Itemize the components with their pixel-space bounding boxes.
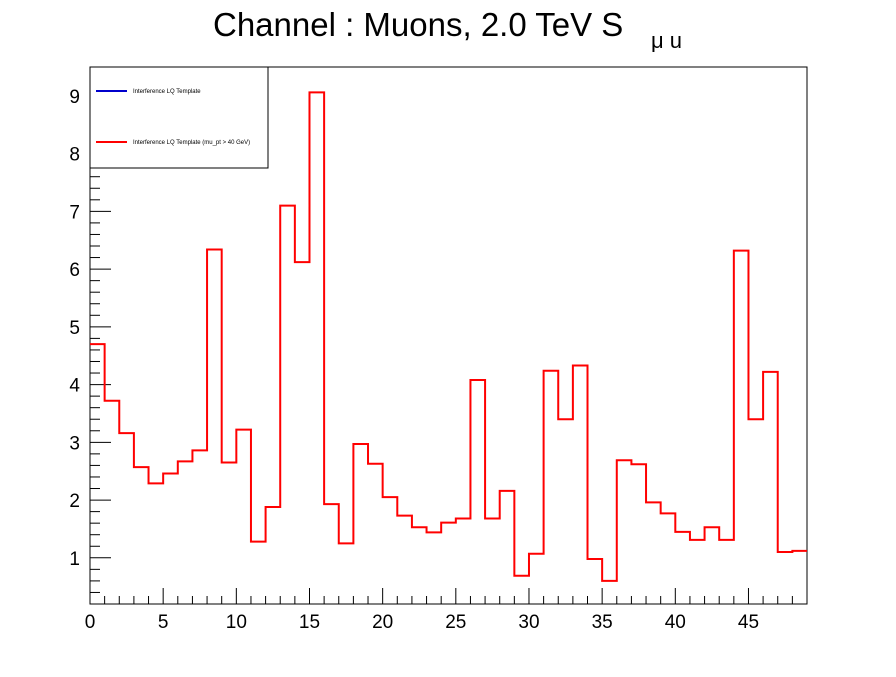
x-tick-label: 45 (738, 612, 759, 633)
legend: Interference LQ Template Interference LQ… (89, 66, 269, 169)
x-tick-label: 40 (665, 612, 686, 633)
series-layer (90, 91, 807, 582)
x-tick-label: 5 (158, 612, 169, 633)
chart-title-main: Channel : Muons, 2.0 TeV S (213, 6, 623, 43)
x-tick-label: 25 (445, 612, 466, 633)
legend-box (89, 66, 269, 169)
legend-label-0: Interference LQ Template (133, 89, 201, 95)
chart-title-subscript: μ u (651, 28, 682, 53)
y-tick-label: 1 (69, 549, 80, 570)
x-tick-label: 35 (592, 612, 613, 633)
y-tick-label: 6 (69, 260, 80, 281)
x-tick-labels: 0 5 10 15 20 25 30 35 40 45 (85, 612, 759, 633)
y-tick-label: 4 (69, 376, 80, 397)
y-tick-label: 7 (69, 202, 80, 223)
y-tick-label: 8 (69, 145, 80, 166)
y-tick-labels: 1 2 3 4 5 6 7 8 9 (69, 87, 80, 570)
y-tick-label: 3 (69, 433, 80, 454)
chart-title: Channel : Muons, 2.0 TeV S μ u (213, 6, 682, 53)
x-tick-label: 10 (226, 612, 247, 633)
plot-frame (89, 66, 808, 605)
legend-label-1: Interference LQ Template (mu_pt > 40 GeV… (133, 140, 250, 146)
y-tick-label: 5 (69, 318, 80, 339)
x-tick-label: 20 (372, 612, 393, 633)
x-tick-label: 0 (85, 612, 96, 633)
y-tick-label: 9 (69, 87, 80, 108)
y-tick-label: 2 (69, 491, 80, 512)
series-line-0 (90, 91, 807, 582)
x-tick-label: 30 (518, 612, 539, 633)
x-tick-label: 15 (299, 612, 320, 633)
